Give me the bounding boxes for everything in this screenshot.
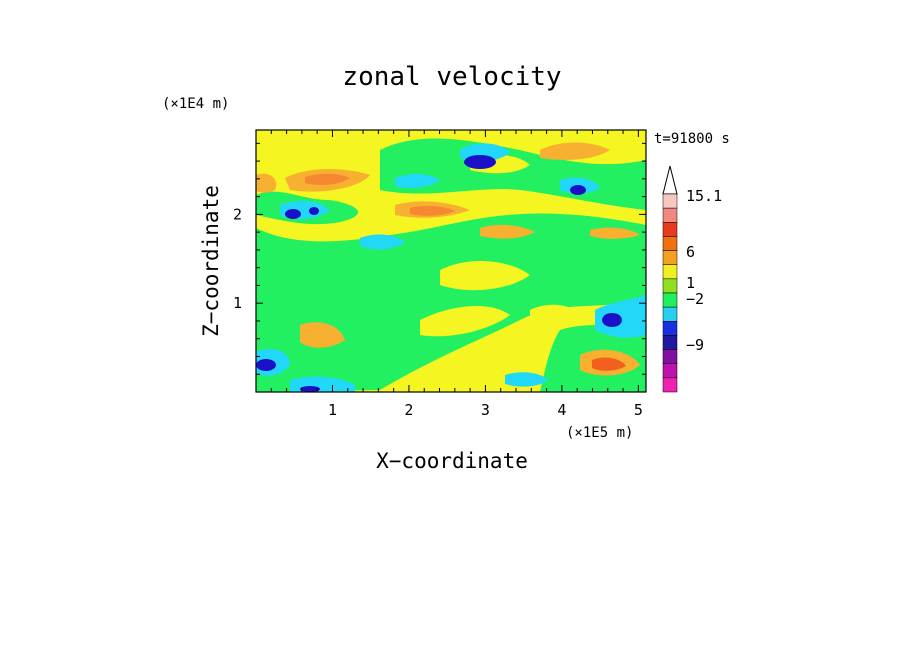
field-region	[256, 359, 276, 371]
field-region	[300, 386, 320, 392]
field-region	[256, 173, 277, 193]
x-scale-label: (×1E5 m)	[566, 425, 633, 441]
time-label: t=91800 s	[654, 131, 730, 147]
colorbar-segment	[662, 207, 678, 223]
field-region	[309, 207, 319, 215]
colorbar-label: −9	[686, 336, 704, 354]
colorbar-segment	[662, 193, 678, 209]
x-tick-label: 5	[634, 401, 643, 419]
colorbar: 15.1 6 1−2 −9	[662, 165, 722, 393]
field-region	[300, 322, 345, 348]
colorbar-segment	[662, 363, 678, 379]
field-region	[505, 372, 548, 387]
colorbar-segment	[662, 306, 678, 322]
field-region	[420, 305, 510, 337]
colorbar-segment	[662, 377, 678, 393]
field-region	[602, 313, 622, 327]
colorbar-segment	[662, 264, 678, 280]
field-region	[440, 260, 530, 291]
plot-frame	[255, 129, 647, 393]
y-scale-label: (×1E4 m)	[162, 96, 229, 112]
field-region	[305, 173, 350, 186]
field-region	[480, 224, 535, 239]
colorbar-label: 1	[686, 274, 695, 292]
colorbar-label: 6	[686, 243, 695, 261]
colorbar-segment	[662, 222, 678, 237]
field-region	[285, 209, 301, 219]
x-tick-label: 3	[481, 401, 490, 419]
field-region	[395, 174, 440, 188]
x-tick-label: 4	[557, 401, 566, 419]
colorbar-segment	[662, 321, 678, 336]
x-tick-label: 1	[328, 401, 337, 419]
colorbar-segment	[662, 236, 678, 251]
colorbar-label: −2	[686, 290, 704, 308]
colorbar-extend-max	[662, 165, 678, 195]
field-region	[464, 155, 496, 169]
field-region	[410, 205, 455, 216]
field-region	[540, 142, 610, 160]
x-tick-label: 2	[404, 401, 413, 419]
colorbar-segment	[662, 278, 678, 294]
colorbar-segment	[662, 335, 678, 350]
field-region	[256, 213, 646, 392]
x-axis-label: X−coordinate	[376, 449, 528, 473]
y-axis: 12	[233, 142, 646, 375]
field-region	[592, 357, 626, 371]
colorbar-label: 15.1	[686, 187, 722, 205]
plot-area	[256, 130, 646, 392]
y-axis-label: Z−coordinate	[199, 185, 223, 337]
colorbar-segment	[662, 349, 678, 364]
field-region	[590, 227, 640, 239]
field-region	[360, 234, 405, 250]
colorbar-segment	[662, 250, 678, 265]
field-region	[570, 185, 586, 195]
velocity-field	[256, 138, 646, 392]
colorbar-segment	[662, 292, 678, 308]
chart-title: zonal velocity	[342, 62, 561, 92]
field-region	[530, 304, 585, 328]
x-axis: 1 2 3 4 5	[270, 130, 643, 419]
y-tick-label: 2	[233, 205, 242, 223]
y-tick-label: 1	[233, 294, 242, 312]
